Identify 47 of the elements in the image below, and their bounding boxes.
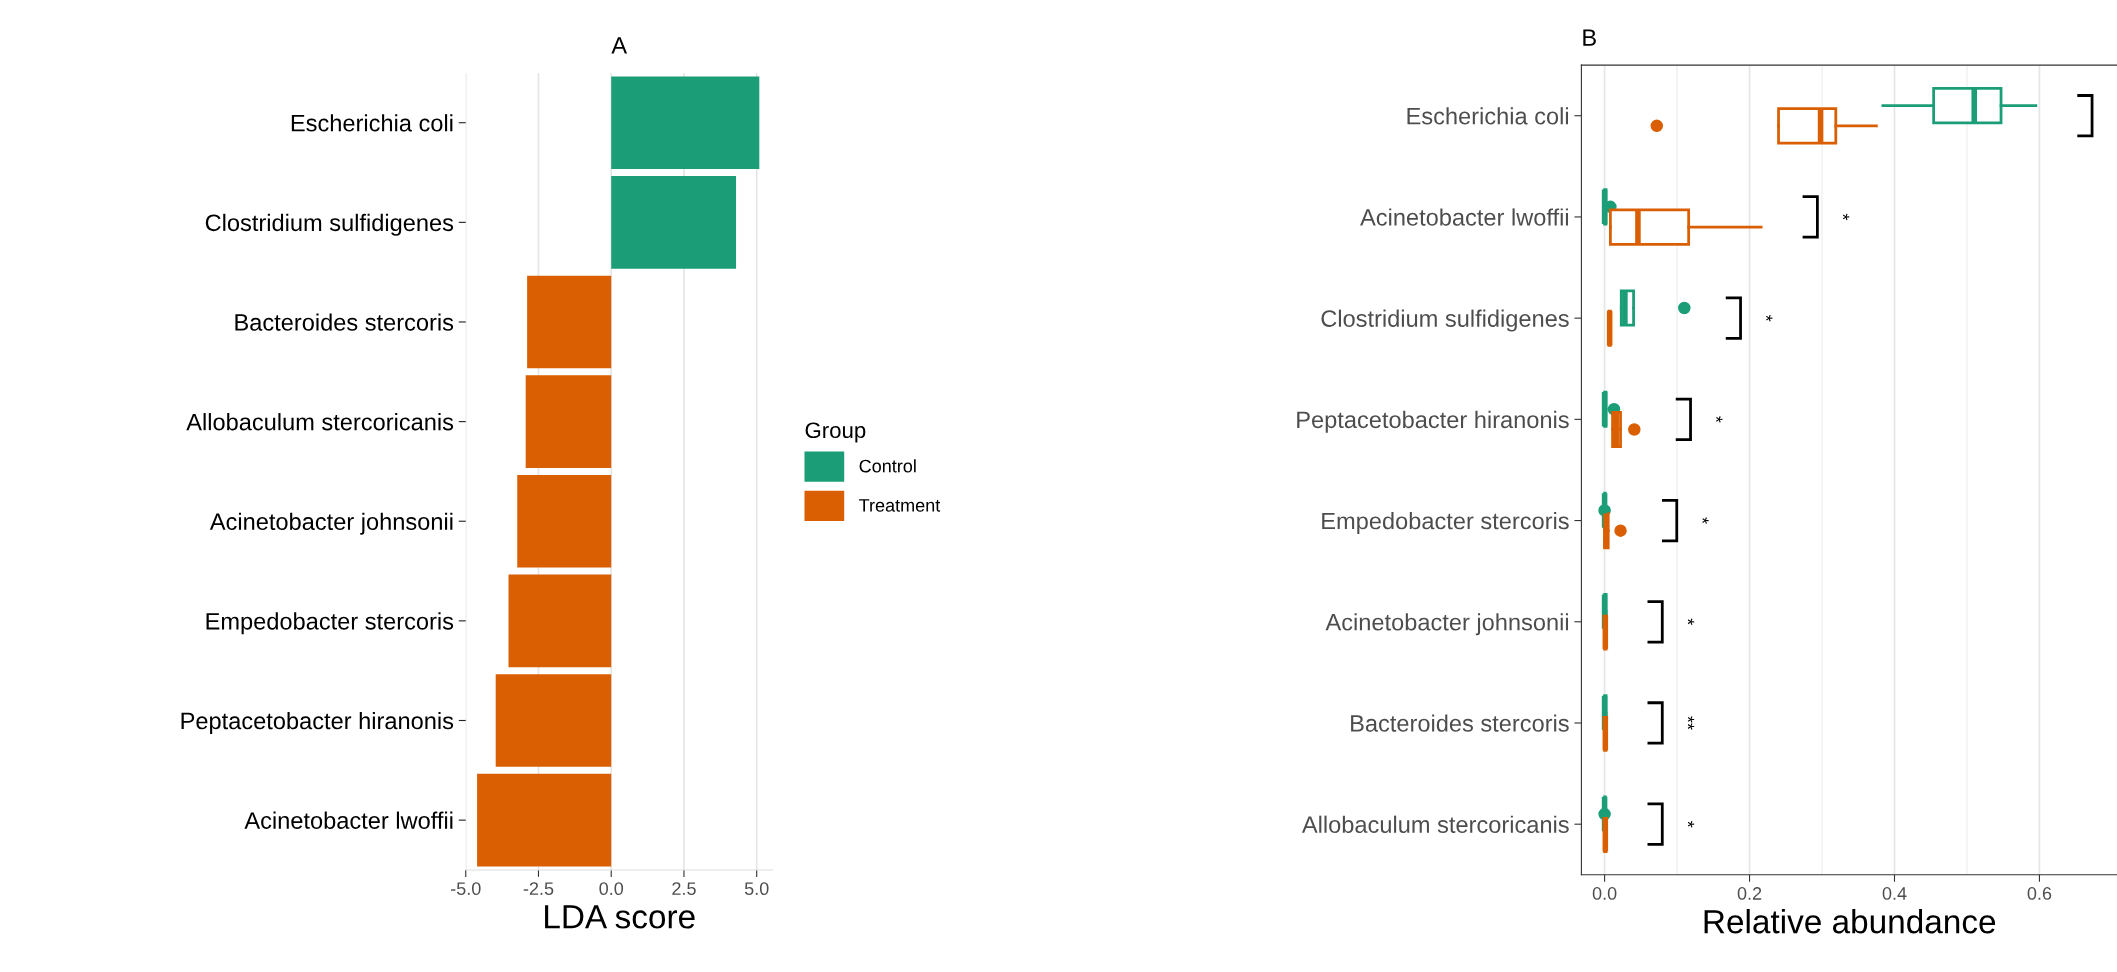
y-tick-label: Escherichia coli	[1407, 107, 1569, 125]
x-axis-title: LDA score	[545, 905, 695, 929]
y-tick-label: Escherichia coli	[291, 114, 453, 132]
x-tick-label: 0.6	[2027, 887, 2052, 900]
annotation: *	[1842, 213, 1850, 221]
y-tick-label: Peptacetobacter hiranonis	[1297, 410, 1569, 433]
bar	[611, 76, 760, 170]
y-tick-label: Empedobacter stercoris	[1322, 512, 1569, 535]
x-tick-label: -5.0	[450, 882, 481, 896]
y-tick-label: Acinetobacter johnsonii	[1325, 613, 1569, 636]
bar	[611, 176, 737, 269]
x-tick-label: 0.0	[599, 882, 624, 896]
chart-title: A	[611, 37, 628, 54]
bar	[508, 574, 612, 668]
chart-title: B	[1583, 29, 1596, 46]
y-tick-label: Acinetobacter lwoffii	[1360, 208, 1569, 226]
bar	[495, 674, 612, 767]
x-axis-title: Relative abundance	[1704, 908, 1996, 934]
annotation: *	[1687, 820, 1695, 828]
y-tick-label: Bacteroides stercoris	[1351, 714, 1569, 732]
x-tick-label: -2.5	[523, 882, 554, 896]
annotation: *	[1766, 314, 1773, 322]
bar	[517, 474, 612, 568]
bar	[477, 773, 612, 867]
bar	[525, 375, 612, 468]
annotation: *	[1702, 517, 1709, 524]
legend-title: Group	[805, 422, 866, 443]
legend-label: Control	[859, 459, 916, 473]
x-tick-label: 0.2	[1737, 887, 1762, 900]
y-tick-label: Acinetobacter johnsonii	[209, 512, 453, 535]
x-tick-label: 5.0	[744, 882, 769, 896]
legend-label: Treatment	[859, 499, 941, 512]
x-tick-label: 0.0	[1592, 887, 1617, 900]
y-tick-label: Empedobacter stercoris	[206, 612, 454, 635]
y-tick-label: Bacteroides stercoris	[235, 313, 454, 331]
annotation: *	[1687, 618, 1695, 626]
x-tick-label: 0.4	[1882, 887, 1907, 900]
bar	[527, 275, 612, 369]
y-tick-label: Clostridium sulfidigenes	[205, 213, 454, 236]
annotation: *	[1716, 416, 1723, 423]
y-tick-label: Clostridium sulfidigenes	[1321, 309, 1569, 332]
y-tick-label: Peptacetobacter hiranonis	[181, 711, 454, 734]
y-tick-label: Allobaculum stercoricanis	[186, 413, 454, 431]
x-tick-label: 2.5	[672, 882, 696, 896]
annotation: **	[1687, 716, 1695, 730]
y-tick-label: Acinetobacter lwoffii	[244, 811, 453, 829]
y-tick-label: Allobaculum stercoricanis	[1301, 815, 1569, 833]
